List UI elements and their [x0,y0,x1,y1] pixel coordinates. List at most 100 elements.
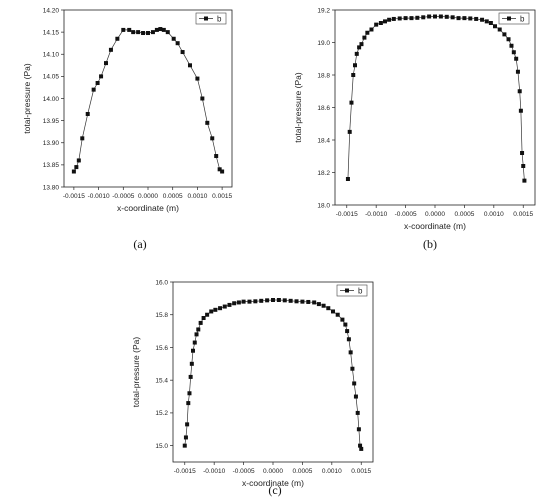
data-point [357,45,362,50]
legend: b [498,12,530,25]
data-point [506,37,511,42]
data-point [421,15,426,20]
chart-panel-1: -0.0015 -0.0010 -0.0005 0.0000 0.0005 0.0010 0… [22,7,232,251]
data-point [351,73,356,77]
data-point [265,298,270,303]
data-point [91,87,96,92]
x-tick-label: 0.0015 [212,193,232,200]
x-tick-label: -0.0015 [336,211,358,218]
data-point [196,327,201,332]
panel-caption: (b) [423,237,437,251]
data-point [300,299,305,304]
data-point [331,309,335,314]
data-point [136,30,141,35]
data-point [95,81,100,86]
data-point [150,30,155,35]
y-tick-label: 18.4 [317,137,330,144]
x-tick-label: -0.0005 [395,211,417,218]
x-tick-label: 0.0010 [187,193,207,200]
data-point [359,42,364,47]
x-tick-label: -0.0010 [365,211,387,218]
data-point [214,154,219,159]
series-line-b [73,28,223,172]
data-point [200,96,205,101]
legend-label: b [358,287,363,296]
data-point [518,108,523,113]
data-point [438,14,443,19]
y-tick-label: 18.0 [317,202,330,209]
data-point [359,446,364,451]
data-point [497,27,502,32]
legend-label: b [520,15,525,24]
data-point [484,19,489,24]
x-tick-label: 0.0015 [351,468,371,475]
y-tick-label: 14.00 [43,96,60,103]
data-point [232,301,237,306]
data-point [99,74,104,79]
x-tick-label: 0.0015 [513,211,533,218]
y-tick-label: 18.6 [317,105,330,112]
y-tick-label: 15.8 [155,312,168,319]
data-point [350,366,355,371]
y-tick-label: 15.0 [155,443,168,450]
y-tick-label: 13.85 [43,162,60,169]
y-tick-label: 13.90 [43,140,60,147]
y-tick-label: 16.0 [155,279,168,286]
data-point [387,17,392,22]
data-point [236,300,241,305]
data-point [433,14,437,19]
data-point [218,306,223,311]
data-point [210,136,215,141]
data-point [187,391,192,396]
data-point [391,16,396,21]
y-tick-label: 14.10 [43,52,60,59]
data-point [121,27,126,32]
data-point [222,304,227,309]
data-point [353,63,357,68]
x-tick-label: 0.0000 [263,468,283,475]
panel-caption: (c) [268,483,281,497]
data-point [271,298,275,302]
data-point [521,164,526,168]
x-tick-label: 0.0005 [292,468,312,475]
x-axis-label: x-coordinate (m) [117,203,179,213]
y-tick-label: 14.20 [43,7,60,14]
data-point [80,136,85,141]
legend-marker [345,288,349,293]
data-point [205,312,210,317]
data-point [276,298,281,302]
x-tick-label: -0.0005 [112,193,134,200]
data-point [522,178,527,183]
series-line-b [347,16,525,181]
data-point [374,22,379,27]
data-point [511,50,516,55]
x-tick-label: 0.0000 [138,193,158,200]
data-point [247,299,252,304]
data-point [354,51,359,56]
data-point [180,50,185,55]
data-point [326,306,331,311]
y-tick-label: 18.2 [317,170,330,177]
data-point [306,299,311,304]
data-point [188,63,192,68]
y-tick-label: 14.05 [43,74,60,81]
data-point [345,177,350,181]
data-point [259,298,264,303]
x-tick-label: 0.0005 [163,193,183,200]
data-point [493,24,497,29]
data-point [502,32,507,37]
data-point [348,350,353,355]
data-point [346,337,351,342]
legend-marker [507,16,511,21]
data-point [468,16,473,21]
data-point [74,165,79,170]
data-point [509,43,514,48]
data-point [358,443,363,448]
data-point [186,401,191,406]
data-point [183,435,188,440]
data-point [343,322,348,327]
data-point [158,27,163,32]
data-point [353,394,358,399]
data-point [241,299,246,304]
x-tick-label: -0.0015 [63,193,85,200]
